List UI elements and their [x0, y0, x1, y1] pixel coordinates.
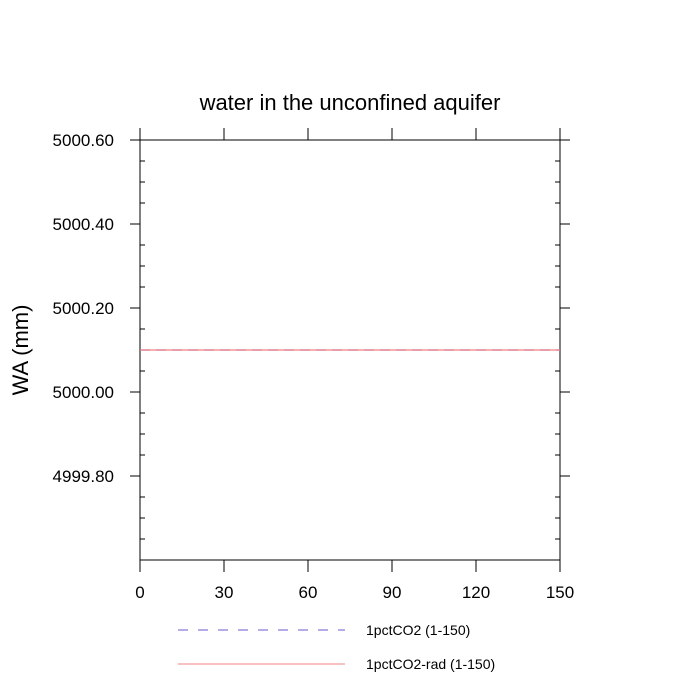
x-tick-label: 30 [215, 583, 234, 602]
plot-area: 0 30 60 90 120 150 4999.80 5000.00 5000.20 5000.4… [53, 128, 574, 602]
legend: 1pctCO2 (1-150) 1pctCO2-rad (1-150) [178, 622, 495, 672]
y-tick-label: 5000.20 [53, 299, 114, 318]
y-axis-label: WA (mm) [8, 305, 33, 396]
x-tick-label: 90 [383, 583, 402, 602]
y-tick-label: 4999.80 [53, 467, 114, 486]
y-tick-label: 5000.00 [53, 383, 114, 402]
y-tick-label: 5000.40 [53, 215, 114, 234]
x-tick-label: 0 [135, 583, 144, 602]
x-tick-label: 60 [299, 583, 318, 602]
y-tick-label: 5000.60 [53, 131, 114, 150]
x-tick-label: 120 [462, 583, 490, 602]
legend-label-1: 1pctCO2 (1-150) [366, 622, 470, 638]
legend-label-2: 1pctCO2-rad (1-150) [366, 656, 495, 672]
chart-title: water in the unconfined aquifer [199, 90, 501, 115]
x-tick-label: 150 [546, 583, 574, 602]
